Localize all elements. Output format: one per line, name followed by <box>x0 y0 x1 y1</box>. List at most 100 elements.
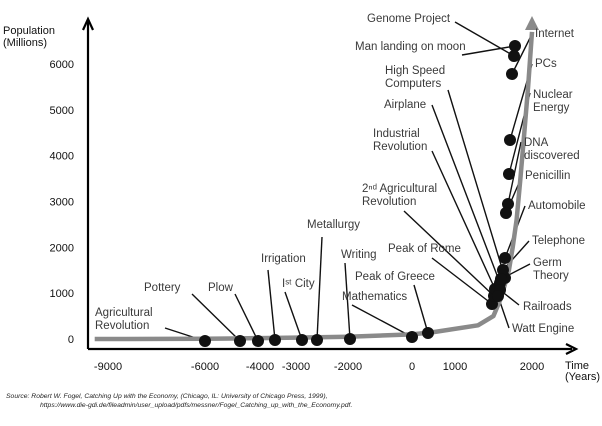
x-tick-label: 1000 <box>443 361 467 373</box>
event-label: Internet <box>535 28 575 40</box>
event-marker <box>502 198 514 210</box>
y-axis-title: Population <box>3 25 55 37</box>
event-label: Revolution <box>373 141 427 153</box>
event-marker <box>311 334 323 346</box>
tick-labels: Population(Millions) Time(Years) 0 1000 2000… <box>3 25 600 383</box>
event-label: Theory <box>533 270 569 282</box>
event-label: Revolution <box>362 196 416 208</box>
event-label: Iˢᵗ City <box>282 278 315 290</box>
event-label: Peak of Greece <box>355 271 435 283</box>
leader-line <box>344 262 351 340</box>
event-label: Germ <box>533 257 562 269</box>
event-label: Pottery <box>144 282 181 294</box>
event-markers <box>199 40 521 347</box>
x-axis-arrowhead <box>565 343 579 355</box>
event-label: Plow <box>208 282 234 294</box>
event-label: Irrigation <box>261 253 306 265</box>
event-label: Telephone <box>532 235 585 247</box>
event-marker <box>422 327 434 339</box>
event-marker <box>503 168 515 180</box>
leader-line <box>502 240 530 271</box>
x-tick-label: -9000 <box>94 361 122 373</box>
x-axis-title: (Years) <box>565 371 600 383</box>
event-marker <box>234 335 246 347</box>
event-marker <box>269 334 281 346</box>
event-label: Nuclear <box>533 89 573 101</box>
event-marker <box>508 50 520 62</box>
leader-line <box>403 210 495 297</box>
source-line-1: Source: Robert W. Fogel, Catching Up wit… <box>6 393 328 400</box>
event-label: PCs <box>535 58 557 70</box>
leader-line <box>431 150 496 290</box>
y-tick-label: 4000 <box>50 151 74 163</box>
x-tick-label: -3000 <box>282 361 310 373</box>
event-label: Mathematics <box>342 291 407 303</box>
event-marker <box>497 264 509 276</box>
x-tick-label: 0 <box>409 361 415 373</box>
x-tick-label: -6000 <box>191 361 219 373</box>
y-tick-label: 5000 <box>50 105 74 117</box>
y-tick-label: 3000 <box>50 197 74 209</box>
x-tick-label: 2000 <box>520 361 544 373</box>
event-label: Peak of Rome <box>388 243 461 255</box>
event-marker <box>506 68 518 80</box>
source-citation: Source: Robert W. Fogel, Catching Up wit… <box>6 392 596 410</box>
leader-line <box>511 33 533 75</box>
event-label: Computers <box>385 78 441 90</box>
y-tick-label: 2000 <box>50 242 74 254</box>
event-label: Railroads <box>523 301 572 313</box>
leader-line <box>351 304 413 338</box>
source-line-2: https://www.die-gdi.de/fileadmin/user_up… <box>40 402 353 409</box>
event-label: Man landing on moon <box>355 41 466 53</box>
event-marker <box>492 290 504 302</box>
y-axis-arrowhead <box>81 16 95 31</box>
event-label: Genome Project <box>367 13 451 25</box>
event-label: Penicillin <box>525 170 570 182</box>
y-axis-title: (Millions) <box>3 37 47 49</box>
event-marker <box>406 331 418 343</box>
event-marker <box>344 333 356 345</box>
event-label: Revolution <box>95 320 149 332</box>
x-axis-title: Time <box>565 360 589 372</box>
leader-line <box>431 104 501 284</box>
event-label: Watt Engine <box>512 323 574 335</box>
leader-line <box>234 293 259 342</box>
event-label: Writing <box>341 249 377 261</box>
event-label: Automobile <box>528 200 586 212</box>
curve-arrowhead <box>525 15 539 30</box>
event-marker <box>495 273 507 285</box>
event-marker <box>296 334 308 346</box>
y-tick-label: 6000 <box>50 59 74 71</box>
event-label: DNA <box>524 137 549 149</box>
event-label: Metallurgy <box>307 219 360 231</box>
leader-lines <box>164 21 533 342</box>
event-marker <box>252 335 264 347</box>
leader-line <box>316 236 323 341</box>
event-marker <box>499 252 511 264</box>
event-label: Airplane <box>384 99 426 111</box>
y-tick-label: 1000 <box>50 288 74 300</box>
leader-line <box>284 291 303 341</box>
leader-line <box>431 257 493 305</box>
leader-line <box>454 21 515 57</box>
event-marker <box>500 207 512 219</box>
y-tick-label: 0 <box>68 334 74 346</box>
axes <box>81 16 579 355</box>
event-marker <box>504 134 516 146</box>
leader-line <box>461 45 516 56</box>
event-marker <box>509 40 521 52</box>
event-label: Industrial <box>373 128 420 140</box>
x-tick-label: -4000 <box>246 361 274 373</box>
event-label: discovered <box>524 150 580 162</box>
event-label: Agricultural <box>95 307 153 319</box>
event-label: Energy <box>533 102 570 114</box>
leader-line <box>413 284 429 334</box>
leader-line <box>447 89 506 279</box>
leader-line <box>191 293 241 342</box>
x-tick-label: -2000 <box>334 361 362 373</box>
event-label: 2ⁿᵈ Agricultural <box>362 183 437 195</box>
event-marker <box>199 335 211 347</box>
leader-line <box>267 269 276 341</box>
